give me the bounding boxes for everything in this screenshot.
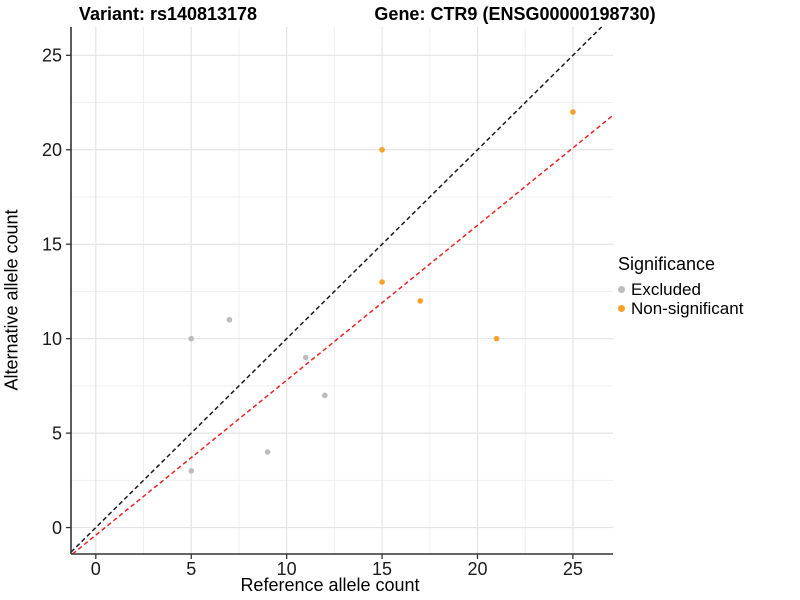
y-tick-label: 10: [42, 329, 62, 349]
excluded-swatch-icon: [618, 286, 625, 293]
legend-item-non-significant: Non-significant: [618, 299, 743, 318]
identity-line: [70, 26, 603, 553]
x-tick-label: 25: [563, 559, 583, 579]
x-axis-title: Reference allele count: [240, 575, 420, 595]
data-point-excluded: [226, 316, 233, 323]
data-point-non-significant: [417, 298, 424, 304]
data-point-excluded: [322, 392, 328, 399]
y-tick-label: 5: [52, 423, 62, 443]
data-point-excluded: [188, 335, 195, 342]
legend-item-excluded: Excluded: [618, 280, 743, 299]
y-tick-label: 0: [52, 518, 62, 538]
y-axis-title: Alternative allele count: [1, 209, 22, 391]
non-significant-swatch-icon: [618, 305, 625, 312]
data-point-non-significant: [493, 335, 500, 342]
data-point-excluded: [302, 354, 309, 361]
data-point-excluded: [188, 468, 195, 474]
x-tick-label: 5: [186, 559, 196, 579]
x-tick-label: 10: [277, 559, 297, 579]
data-point-non-significant: [570, 109, 576, 115]
y-tick-label: 25: [42, 46, 62, 66]
y-tick-label: 15: [42, 235, 62, 255]
x-tick-label: 15: [372, 559, 392, 579]
x-tick-label: 20: [467, 559, 487, 579]
plot-title-gene: Gene: CTR9 (ENSG00000198730): [374, 4, 656, 24]
legend-item-label: Non-significant: [631, 298, 744, 318]
legend-item-label: Excluded: [631, 279, 701, 299]
data-point-non-significant: [379, 279, 385, 285]
data-point-non-significant: [379, 146, 385, 153]
plot-title-variant: Variant: rs140813178: [78, 4, 258, 24]
data-point-excluded: [264, 449, 271, 455]
regression-line: [72, 114, 614, 555]
x-tick-label: 0: [91, 559, 101, 579]
legend-title: Significance: [618, 254, 716, 274]
y-tick-label: 20: [42, 140, 62, 160]
legend: Significance Excluded Non-significant: [618, 254, 743, 318]
